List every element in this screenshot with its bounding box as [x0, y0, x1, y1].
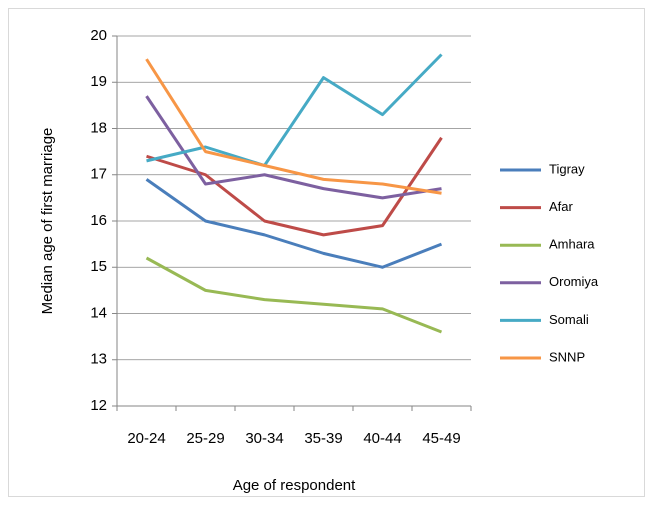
- x-axis-title: Age of respondent: [233, 477, 356, 494]
- y-tick-label: 19: [90, 73, 107, 90]
- y-axis-title: Median age of first marriage: [39, 128, 56, 315]
- legend-label: Somali: [549, 312, 589, 327]
- x-tick-label: 40-44: [363, 430, 401, 447]
- y-tick-label: 17: [90, 166, 107, 183]
- legend-label: SNNP: [549, 349, 585, 364]
- series-line: [145, 178, 443, 269]
- series-line: [146, 53, 443, 167]
- x-tick-label: 30-34: [245, 430, 283, 447]
- y-tick-label: 20: [90, 27, 107, 44]
- legend-label: Oromiya: [549, 274, 599, 289]
- y-tick-label: 14: [90, 304, 107, 321]
- series-line: [145, 58, 442, 195]
- x-tick-label: 25-29: [186, 430, 224, 447]
- x-tick-label: 20-24: [127, 430, 165, 447]
- x-tick-label: 35-39: [304, 430, 342, 447]
- series-line: [145, 256, 443, 334]
- y-tick-label: 15: [90, 258, 107, 275]
- chart-frame: [8, 8, 645, 497]
- y-tick-label: 13: [90, 351, 107, 368]
- series-line: [145, 95, 442, 200]
- x-tick-label: 45-49: [422, 430, 460, 447]
- y-tick-label: 16: [90, 212, 107, 229]
- y-tick-label: 18: [90, 119, 107, 136]
- y-tick-label: 12: [90, 397, 107, 414]
- legend-label: Amhara: [549, 237, 595, 252]
- legend-label: Tigray: [549, 161, 585, 176]
- legend-label: Afar: [549, 199, 574, 214]
